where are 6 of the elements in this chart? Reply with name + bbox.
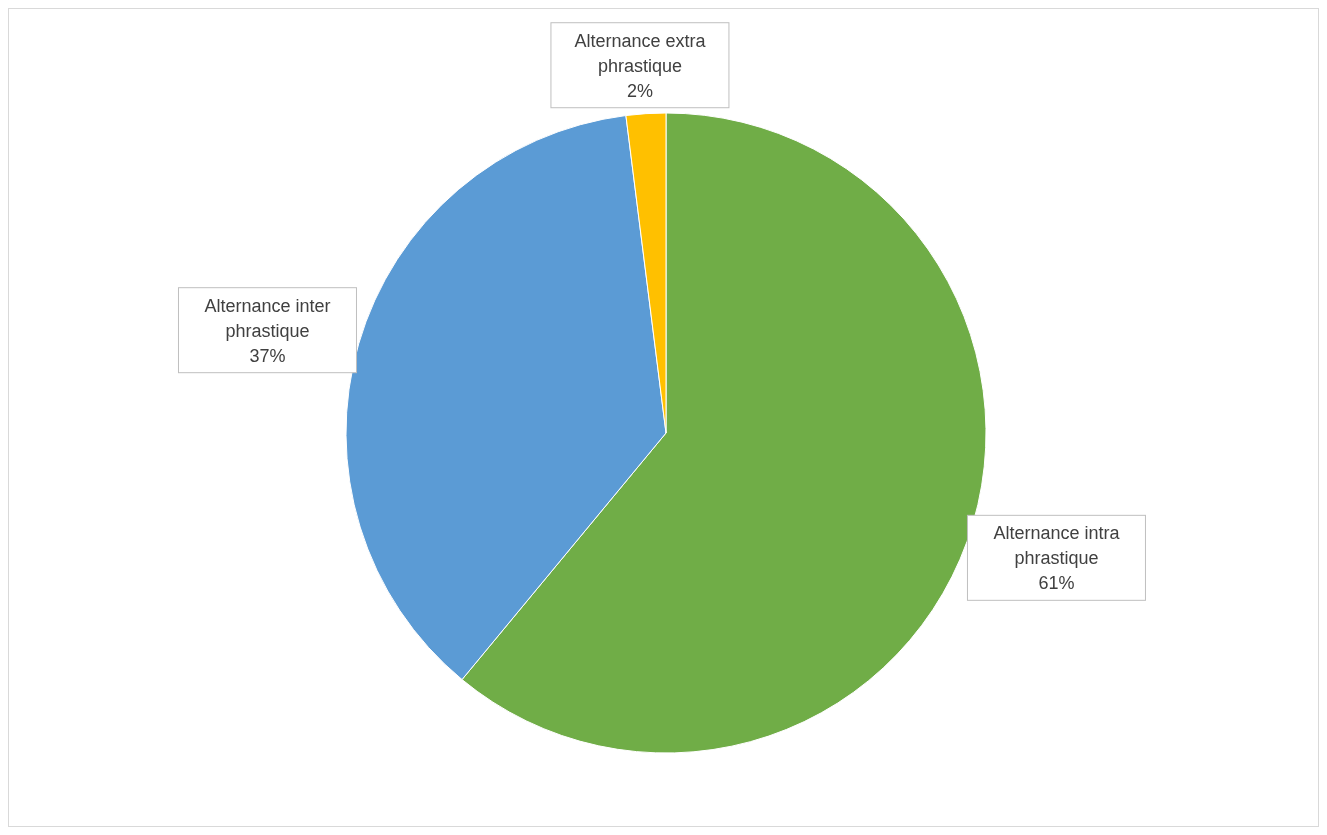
slice-label: Alternance intra phrastique (993, 523, 1121, 569)
data-label: 61% (1038, 573, 1075, 594)
data-label: 37% (249, 345, 286, 366)
slice-label: Alternance inter phrastique (204, 295, 331, 341)
slice-label: Alternance extra phrastique (574, 30, 707, 76)
data-label: 2% (626, 80, 653, 101)
